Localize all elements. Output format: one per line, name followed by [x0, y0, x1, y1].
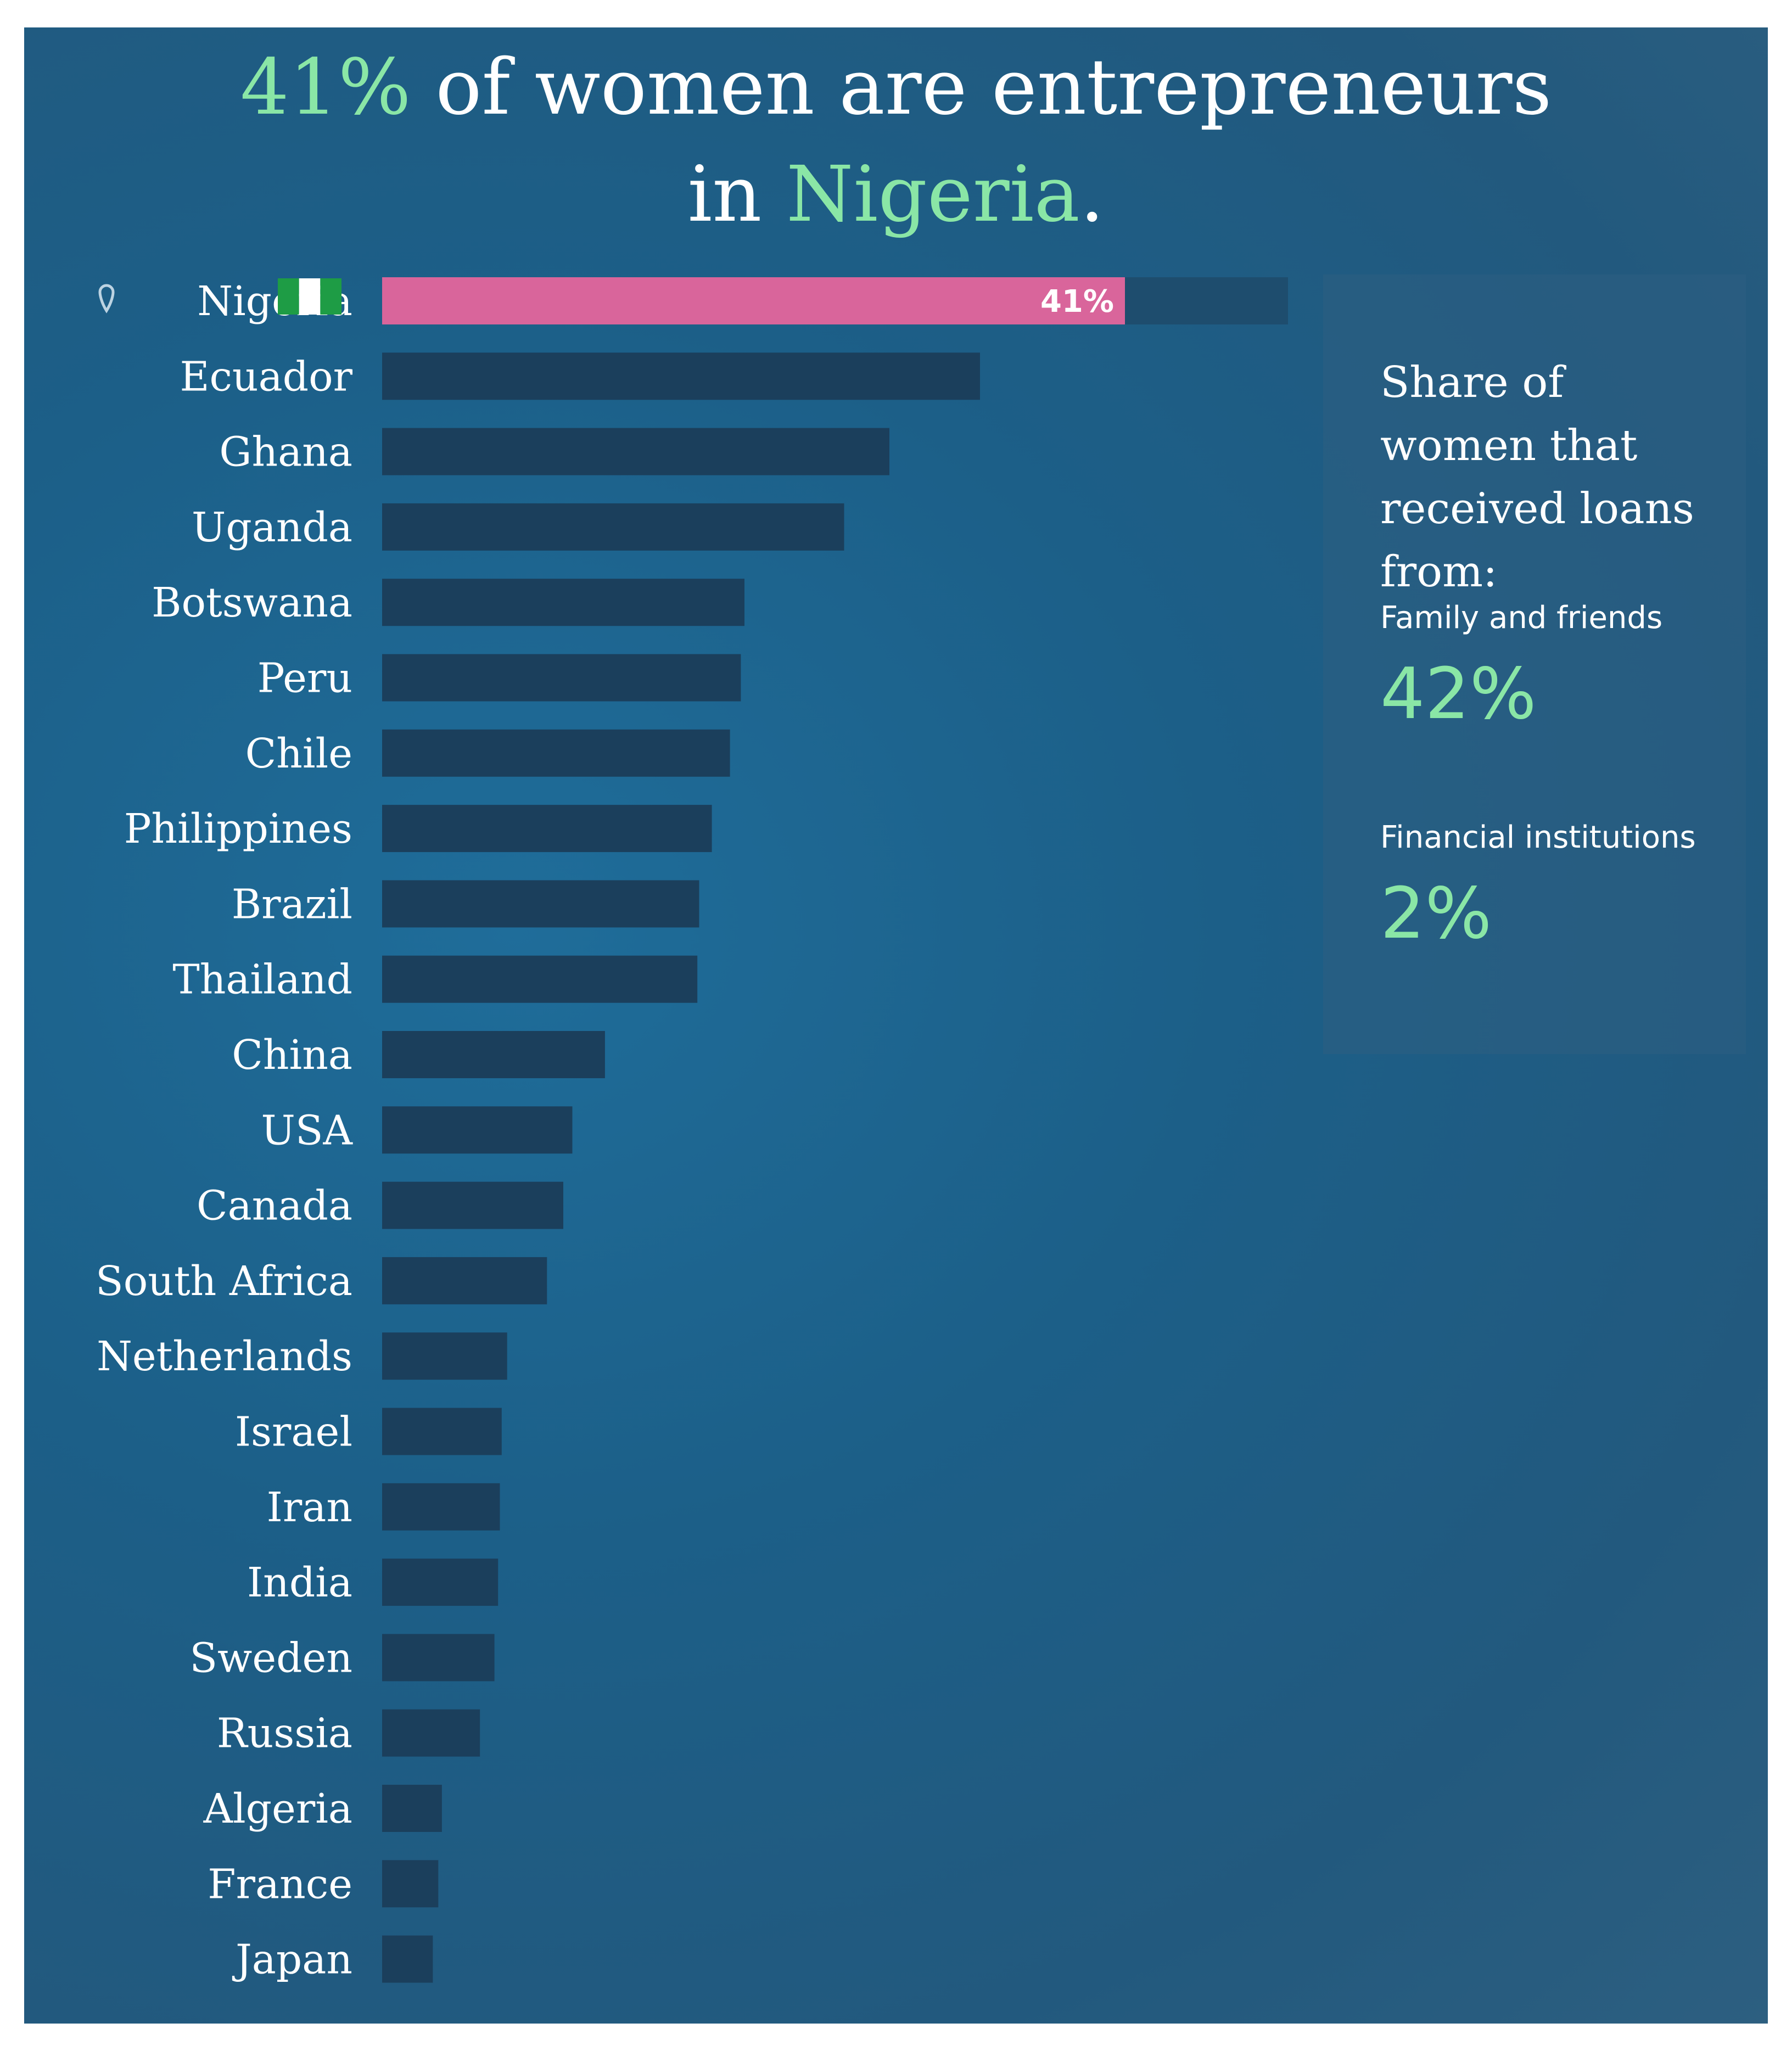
headline-line1-text: of women are entrepreneurs — [411, 43, 1552, 132]
headline: 41% of women are entrepreneurs in Nigeri… — [24, 34, 1768, 248]
flag-stripe-right — [320, 278, 341, 315]
family-friends-label: Family and friends — [1380, 600, 1663, 636]
bar-chile — [382, 729, 730, 777]
label-israel: Israel — [235, 1409, 352, 1456]
label-sweden: Sweden — [189, 1634, 352, 1682]
bar-uganda — [382, 503, 844, 551]
bar-russia — [382, 1709, 480, 1757]
headline-country: Nigeria — [786, 150, 1080, 239]
value-label-nigeria: 41% — [1040, 284, 1114, 320]
label-canada: Canada — [197, 1183, 352, 1230]
side-panel-title: Share of women that received loans from: — [1380, 358, 1694, 597]
label-south-africa: South Africa — [96, 1258, 352, 1305]
bar-botswana — [382, 579, 744, 626]
bar-india — [382, 1559, 499, 1606]
family-friends-value: 42% — [1380, 653, 1537, 735]
label-uganda: Uganda — [192, 504, 352, 551]
bar-philippines — [382, 805, 712, 853]
label-peru: Peru — [257, 655, 352, 702]
headline-line-1: 41% of women are entrepreneurs — [24, 34, 1768, 141]
bar-brazil — [382, 880, 699, 928]
label-china: China — [232, 1032, 352, 1079]
label-philippines: Philippines — [124, 805, 352, 853]
bar-algeria — [382, 1785, 442, 1832]
bar-israel — [382, 1408, 502, 1455]
bar-thailand — [382, 955, 698, 1003]
flag-stripe-left — [278, 278, 299, 315]
headline-line-2: in Nigeria. — [24, 141, 1768, 248]
label-usa: USA — [261, 1107, 354, 1154]
bar-canada — [382, 1181, 563, 1229]
label-ecuador: Ecuador — [180, 353, 352, 400]
headline-percent: 41% — [240, 43, 411, 132]
bar-peru — [382, 654, 741, 702]
label-brazil: Brazil — [232, 881, 352, 928]
label-chile: Chile — [245, 730, 352, 777]
bar-nigeria — [382, 277, 1125, 324]
chart-marks: Nigeria 41%EcuadorGhanaUgandaBotswanaPeru… — [96, 277, 1288, 1983]
label-netherlands: Netherlands — [97, 1333, 352, 1380]
label-ghana: Ghana — [219, 429, 352, 476]
location-pin-icon — [98, 284, 115, 313]
financial-institutions-label: Financial institutions — [1380, 820, 1696, 855]
bar-sweden — [382, 1634, 495, 1682]
bar-netherlands — [382, 1332, 507, 1380]
label-thailand: Thailand — [172, 956, 352, 1004]
label-india: India — [247, 1559, 352, 1606]
bar-japan — [382, 1935, 433, 1983]
label-russia: Russia — [217, 1710, 352, 1757]
label-algeria: Algeria — [203, 1785, 352, 1833]
label-botswana: Botswana — [152, 579, 352, 626]
headline-period: . — [1079, 150, 1105, 239]
financial-institutions-value: 2% — [1380, 873, 1492, 955]
bar-ecuador — [382, 352, 980, 400]
bar-chart: Nigeria 41%EcuadorGhanaUgandaBotswanaPeru… — [96, 277, 1288, 1983]
bar-iran — [382, 1483, 500, 1531]
bar-south-africa — [382, 1257, 547, 1304]
infographic-frame: 41% of women are entrepreneurs in Nigeri… — [24, 27, 1768, 2024]
loans-side-panel: Share of women that received loans from:… — [1323, 274, 1746, 1054]
bar-china — [382, 1031, 605, 1078]
flag-stripe-center — [299, 278, 321, 315]
bar-ghana — [382, 428, 889, 475]
bar-france — [382, 1860, 439, 1908]
label-iran: Iran — [267, 1484, 352, 1531]
label-japan: Japan — [232, 1936, 352, 1983]
headline-line2-prefix: in — [687, 150, 786, 239]
bar-usa — [382, 1106, 573, 1154]
label-france: France — [208, 1861, 352, 1908]
